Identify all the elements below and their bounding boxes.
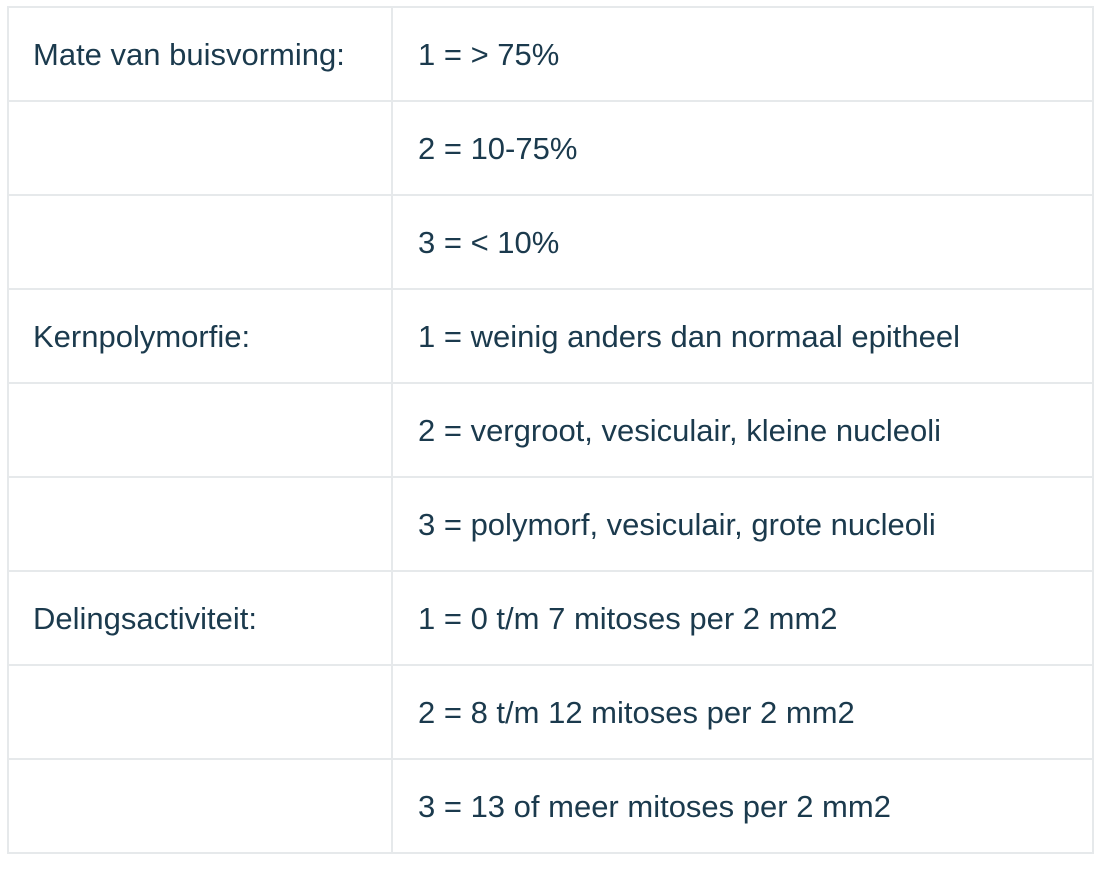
criterion-cell bbox=[7, 100, 393, 196]
table-row: 3 = polymorf, vesiculair, grote nucleoli bbox=[7, 476, 1094, 572]
table-row: 2 = 8 t/m 12 mitoses per 2 mm2 bbox=[7, 664, 1094, 760]
grading-table: Mate van buisvorming: 1 = > 75% 2 = 10-7… bbox=[7, 6, 1094, 854]
criterion-cell: Delingsactiviteit: bbox=[7, 570, 393, 666]
score-cell: 2 = vergroot, vesiculair, kleine nucleol… bbox=[391, 382, 1094, 478]
score-cell: 1 = weinig anders dan normaal epitheel bbox=[391, 288, 1094, 384]
criterion-cell bbox=[7, 758, 393, 854]
criterion-cell bbox=[7, 194, 393, 290]
grading-table-body: Mate van buisvorming: 1 = > 75% 2 = 10-7… bbox=[7, 6, 1094, 854]
criterion-cell: Mate van buisvorming: bbox=[7, 6, 393, 102]
score-cell: 3 = < 10% bbox=[391, 194, 1094, 290]
score-cell: 2 = 8 t/m 12 mitoses per 2 mm2 bbox=[391, 664, 1094, 760]
criterion-cell: Kernpolymorfie: bbox=[7, 288, 393, 384]
table-row: Mate van buisvorming: 1 = > 75% bbox=[7, 6, 1094, 102]
table-row: Kernpolymorfie: 1 = weinig anders dan no… bbox=[7, 288, 1094, 384]
criterion-cell bbox=[7, 476, 393, 572]
table-row: 2 = 10-75% bbox=[7, 100, 1094, 196]
table-row: 2 = vergroot, vesiculair, kleine nucleol… bbox=[7, 382, 1094, 478]
table-row: 3 = 13 of meer mitoses per 2 mm2 bbox=[7, 758, 1094, 854]
table-row: Delingsactiviteit: 1 = 0 t/m 7 mitoses p… bbox=[7, 570, 1094, 666]
score-cell: 2 = 10-75% bbox=[391, 100, 1094, 196]
score-cell: 3 = 13 of meer mitoses per 2 mm2 bbox=[391, 758, 1094, 854]
criterion-cell bbox=[7, 664, 393, 760]
criterion-cell bbox=[7, 382, 393, 478]
score-cell: 1 = 0 t/m 7 mitoses per 2 mm2 bbox=[391, 570, 1094, 666]
score-cell: 3 = polymorf, vesiculair, grote nucleoli bbox=[391, 476, 1094, 572]
table-row: 3 = < 10% bbox=[7, 194, 1094, 290]
score-cell: 1 = > 75% bbox=[391, 6, 1094, 102]
